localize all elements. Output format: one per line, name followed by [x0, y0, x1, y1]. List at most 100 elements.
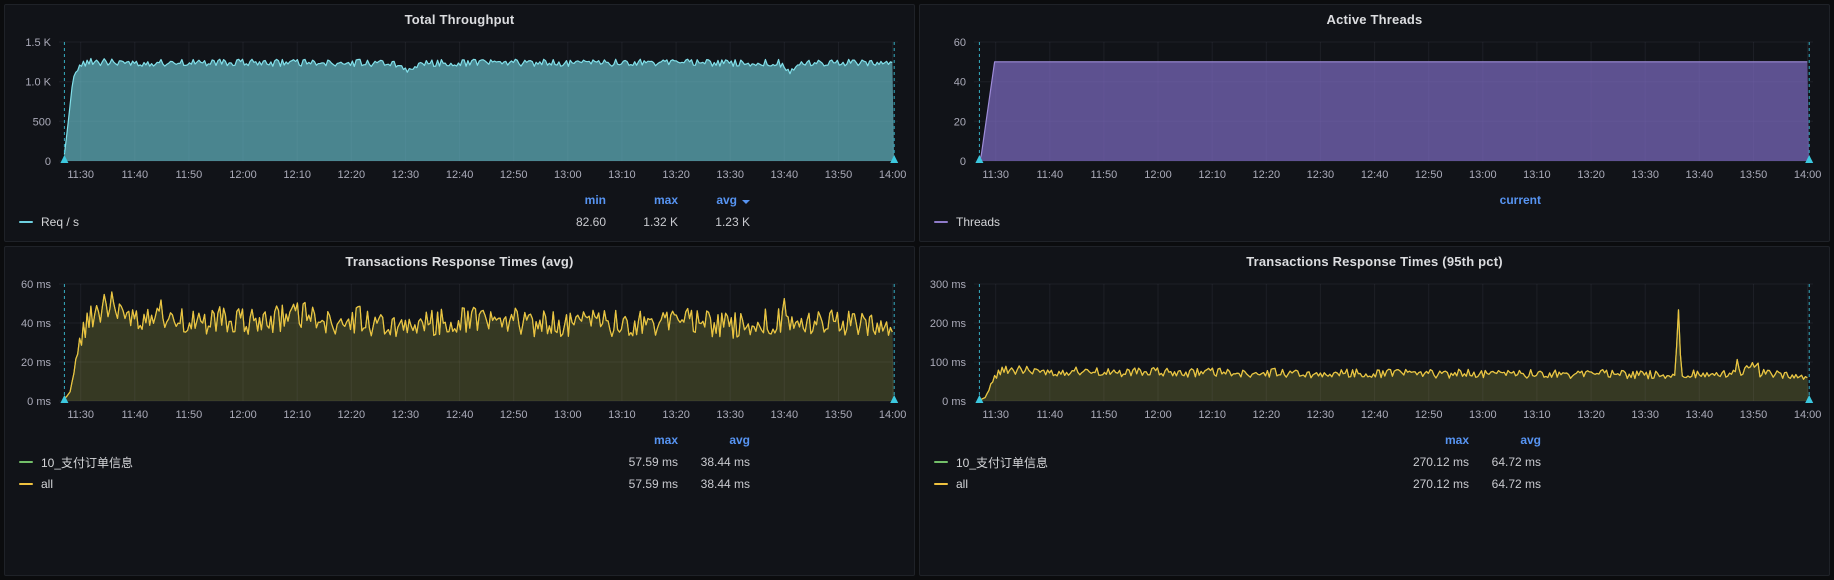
- annotation-marker-icon[interactable]: [60, 395, 69, 403]
- series-label: Req / s: [41, 215, 80, 229]
- panel-header[interactable]: Transactions Response Times (avg): [5, 247, 914, 275]
- x-axis-tick-label: 14:00: [879, 169, 907, 181]
- legend-sort-min[interactable]: min: [584, 193, 606, 207]
- y-axis-tick-label: 40 ms: [21, 318, 51, 330]
- x-axis-tick-label: 13:30: [1631, 409, 1659, 421]
- panel-title[interactable]: Active Threads: [1326, 11, 1423, 27]
- panel-response-times-avg: Transactions Response Times (avg) 0 ms 20…: [4, 246, 915, 576]
- series-label: 10_支付订单信息: [41, 455, 134, 470]
- series-line: [978, 61, 1808, 162]
- x-axis-tick-label: 13:40: [771, 169, 799, 181]
- legend-series-toggle[interactable]: all: [934, 477, 1397, 491]
- legend-sort-max[interactable]: max: [653, 193, 678, 207]
- x-axis-tick-label: 12:30: [392, 409, 420, 421]
- x-axis-tick-label: 12:50: [500, 409, 528, 421]
- x-axis-tick-label: 11:40: [121, 169, 148, 181]
- y-axis-tick-label: 100 ms: [930, 357, 967, 369]
- legend-sort-max[interactable]: max: [653, 433, 678, 447]
- legend-sort-max[interactable]: max: [1444, 433, 1469, 447]
- chart-response-times-95th[interactable]: 0 ms 100 ms 200 ms 300 ms 11:30 11:40 11:50 12:…: [920, 275, 1829, 425]
- x-axis-tick-label: 13:20: [662, 169, 690, 181]
- x-axis-tick-label: 12:10: [283, 169, 311, 181]
- x-axis-tick-label: 13:00: [554, 169, 582, 181]
- annotation-marker-icon[interactable]: [1805, 155, 1814, 163]
- series-label: 10_支付订单信息: [956, 455, 1049, 470]
- series-color-icon: [19, 483, 33, 485]
- legend-series-toggle[interactable]: 10_支付订单信息: [934, 454, 1397, 471]
- y-axis-tick-label: 40: [954, 77, 966, 89]
- legend-sort-current[interactable]: current: [1499, 193, 1541, 207]
- x-axis-tick-label: 11:40: [121, 409, 148, 421]
- y-axis-tick-label: 1.0 K: [25, 77, 51, 89]
- legend-sort-avg[interactable]: avg: [1520, 433, 1541, 447]
- series-area: [979, 309, 1810, 401]
- x-axis-tick-label: 13:30: [716, 169, 744, 181]
- series-color-icon: [934, 461, 948, 463]
- annotation-marker-icon[interactable]: [60, 155, 69, 163]
- x-axis-tick-label: 13:50: [825, 169, 853, 181]
- panel-title[interactable]: Transactions Response Times (avg): [345, 253, 574, 269]
- annotation-marker-icon[interactable]: [975, 395, 984, 403]
- panel-header[interactable]: Total Throughput: [5, 5, 914, 33]
- annotation-marker-icon[interactable]: [975, 155, 984, 163]
- x-axis-tick-label: 13:20: [1577, 409, 1605, 421]
- panel-response-times-95th: Transactions Response Times (95th pct) 0…: [919, 246, 1830, 576]
- x-axis-tick-label: 11:30: [67, 409, 94, 421]
- y-axis-tick-label: 200 ms: [930, 318, 967, 330]
- y-axis-tick-label: 0: [45, 156, 51, 168]
- x-axis-tick-label: 11:50: [1091, 409, 1118, 421]
- annotation-marker-icon[interactable]: [1805, 395, 1814, 403]
- legend-series-toggle[interactable]: all: [19, 477, 606, 491]
- x-axis-tick-label: 12:00: [229, 409, 257, 421]
- chart-total-throughput[interactable]: 0 500 1.0 K 1.5 K 11:30 11:40 11:50 12:00 12:10 1…: [5, 33, 914, 185]
- x-axis-tick-label: 13:00: [1469, 169, 1497, 181]
- x-axis-tick-label: 12:40: [446, 169, 474, 181]
- legend-header-row: max avg: [920, 429, 1829, 451]
- x-axis-tick-label: 11:50: [176, 169, 203, 181]
- annotation-marker-icon[interactable]: [890, 155, 899, 163]
- x-axis-tick-label: 11:40: [1036, 409, 1063, 421]
- legend-series-toggle[interactable]: Req / s: [19, 215, 534, 229]
- legend-sort-label: avg: [716, 193, 737, 207]
- series-area: [64, 292, 895, 401]
- panel-header[interactable]: Transactions Response Times (95th pct): [920, 247, 1829, 275]
- x-axis-tick-label: 12:50: [500, 169, 528, 181]
- series-line: [64, 291, 893, 399]
- stat-avg: 1.23 K: [715, 215, 750, 229]
- stat-avg: 38.44 ms: [700, 455, 750, 469]
- legend-series-toggle[interactable]: Threads: [934, 215, 1469, 229]
- x-axis-tick-label: 13:40: [771, 409, 799, 421]
- legend-sort-avg[interactable]: avg: [678, 193, 750, 207]
- series-area: [64, 58, 895, 161]
- y-axis-tick-label: 60: [954, 37, 966, 49]
- chart-active-threads[interactable]: 0 20 40 60 11:30 11:40 11:50 12:00 12:10 12:20 12:…: [920, 33, 1829, 185]
- x-axis-tick-label: 13:00: [554, 409, 582, 421]
- panel-header[interactable]: Active Threads: [920, 5, 1829, 33]
- panel-title[interactable]: Total Throughput: [404, 11, 515, 27]
- x-axis-tick-label: 12:20: [338, 169, 366, 181]
- panel-title[interactable]: Transactions Response Times (95th pct): [1246, 253, 1503, 269]
- y-axis-tick-label: 0: [960, 156, 966, 168]
- x-axis-tick-label: 13:50: [1740, 409, 1768, 421]
- x-axis-tick-label: 12:00: [1144, 409, 1172, 421]
- x-axis-tick-label: 12:10: [1198, 409, 1226, 421]
- panel-total-throughput: Total Throughput 0 500 1.0 K 1.5 K 11:30 11:4…: [4, 4, 915, 242]
- chart-response-times-avg[interactable]: 0 ms 20 ms 40 ms 60 ms 11:30 11:40 11:50 12:00 1…: [5, 275, 914, 425]
- caret-down-icon: [742, 200, 750, 204]
- x-axis-tick-label: 14:00: [1794, 409, 1822, 421]
- legend-sort-avg[interactable]: avg: [729, 433, 750, 447]
- stat-max: 270.12 ms: [1412, 455, 1469, 469]
- legend-series-toggle[interactable]: 10_支付订单信息: [19, 454, 606, 471]
- chart-svg: 0 500 1.0 K 1.5 K 11:30 11:40 11:50 12:00 12:10 1…: [25, 37, 907, 181]
- legend-row: 10_支付订单信息 57.59 ms 38.44 ms: [5, 451, 914, 473]
- series-label: Threads: [956, 215, 1001, 229]
- panel-active-threads: Active Threads 0 20 40 60 11:30 11:40 11:50 12:…: [919, 4, 1830, 242]
- x-axis-tick-label: 12:50: [1415, 169, 1443, 181]
- y-axis-tick-label: 20: [954, 116, 966, 128]
- x-axis-tick-label: 11:30: [982, 169, 1009, 181]
- x-axis-tick-label: 12:30: [1307, 409, 1335, 421]
- x-axis-tick-label: 13:10: [1523, 169, 1551, 181]
- annotation-marker-icon[interactable]: [890, 395, 899, 403]
- y-axis-tick-label: 0 ms: [942, 396, 966, 408]
- x-axis-tick-label: 12:20: [1253, 409, 1281, 421]
